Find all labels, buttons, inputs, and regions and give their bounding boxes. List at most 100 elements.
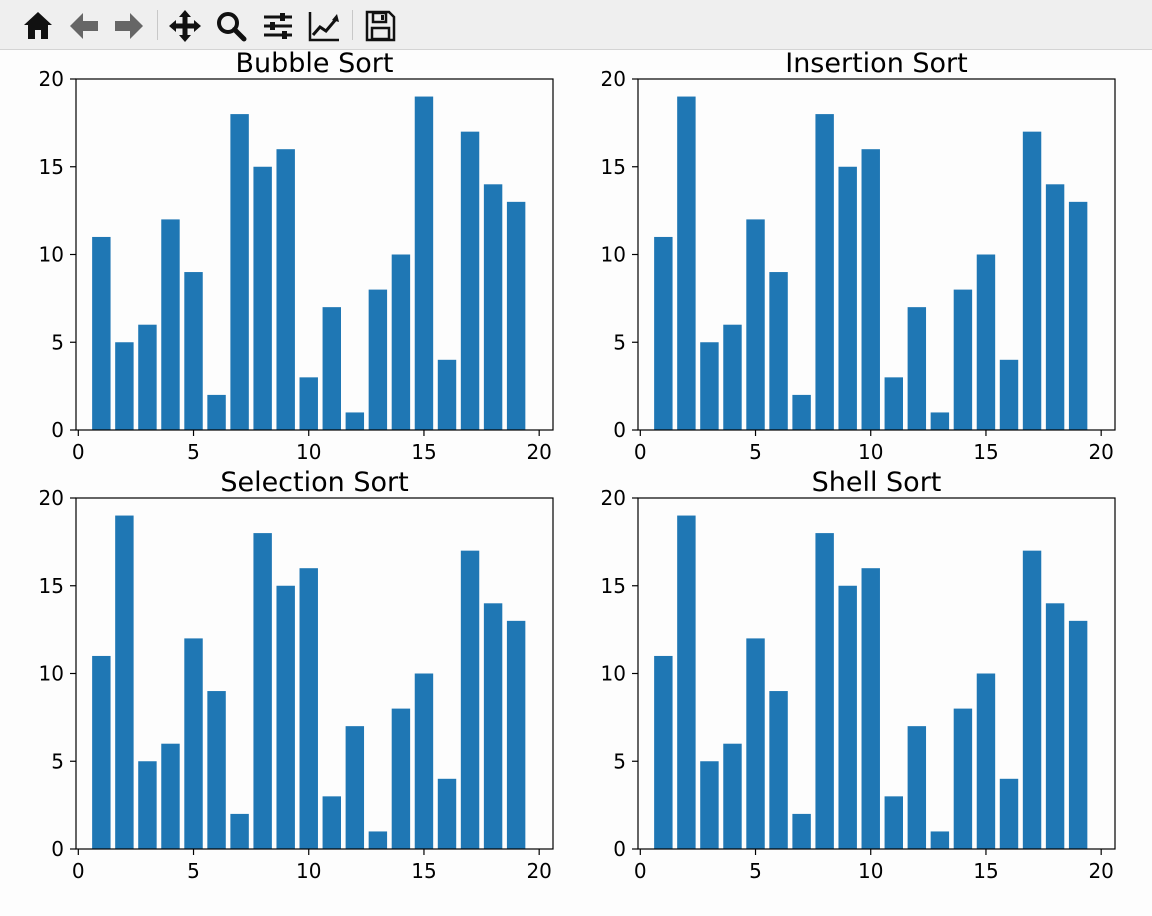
forward-button[interactable] — [111, 8, 147, 44]
shell-sort-bar-4 — [723, 743, 742, 849]
bubble-sort-y-tick-label: 5 — [51, 330, 64, 354]
shell-sort-bar-19 — [1068, 620, 1088, 849]
selection-sort-bar-5 — [184, 638, 203, 849]
back-arrow-icon — [70, 13, 98, 39]
insertion-sort-bar-16 — [999, 359, 1019, 430]
toolbar — [0, 0, 1152, 50]
bubble-sort-x-tick-label: 10 — [296, 440, 321, 464]
sliders-icon — [264, 13, 292, 39]
selection-sort-x-tick-label: 20 — [526, 859, 551, 883]
selection-sort-bar-13 — [368, 831, 388, 849]
line-chart-icon — [308, 12, 339, 42]
shell-sort-bar-11 — [884, 796, 903, 849]
toolbar-separator — [157, 10, 158, 40]
shell-sort-bar-5 — [746, 638, 765, 849]
shell-sort-bar-3 — [700, 761, 719, 849]
selection-sort-bar-8 — [253, 533, 272, 849]
figure: 0 5 10 15 20 0 5 10 15 20 Bubble Sort 0 5 10 15 20 0 5 10… — [0, 50, 1152, 916]
insertion-sort-x-tick-label: 20 — [1088, 440, 1113, 464]
shell-sort-bar-8 — [815, 533, 834, 849]
shell-sort-x-tick-label: 5 — [749, 859, 762, 883]
insertion-sort-x-tick-label: 15 — [973, 440, 998, 464]
zoom-button[interactable] — [213, 8, 249, 44]
move-icon — [169, 10, 201, 42]
shell-sort-x-tick-label: 10 — [858, 859, 883, 883]
selection-sort-bar-7 — [230, 813, 249, 849]
back-button[interactable] — [66, 8, 102, 44]
shell-sort-bar-16 — [999, 778, 1019, 849]
shell-sort-y-tick-label: 15 — [601, 574, 626, 598]
bubble-sort-bar-12 — [345, 412, 365, 430]
bubble-sort-bar-3 — [138, 324, 157, 430]
bubble-sort-bar-19 — [506, 201, 526, 430]
selection-sort-bar-9 — [276, 585, 295, 849]
insertion-sort-bar-12 — [907, 307, 927, 430]
selection-sort-bar-1 — [92, 655, 111, 849]
shell-sort-bar-17 — [1022, 550, 1042, 849]
shell-sort-bar-12 — [907, 726, 927, 849]
pan-button[interactable] — [167, 8, 203, 44]
subplot-shell-sort: 0 5 10 15 20 0 5 10 15 20 Shell Sort — [601, 467, 1116, 883]
insertion-sort-y-tick-label: 5 — [613, 330, 626, 354]
insertion-sort-title: Insertion Sort — [785, 50, 968, 79]
bubble-sort-x-tick-label: 15 — [411, 440, 436, 464]
selection-sort-title: Selection Sort — [220, 467, 408, 498]
bubble-sort-y-tick-label: 0 — [51, 418, 64, 442]
shell-sort-y-tick-label: 0 — [613, 837, 626, 861]
selection-sort-bar-6 — [207, 691, 226, 849]
save-button[interactable] — [362, 8, 398, 44]
insertion-sort-x-tick-label: 0 — [634, 440, 647, 464]
selection-sort-x-tick-label: 0 — [72, 859, 85, 883]
shell-sort-bar-13 — [930, 831, 950, 849]
insertion-sort-bar-11 — [884, 377, 903, 430]
bubble-sort-bar-17 — [460, 131, 480, 430]
insertion-sort-bar-13 — [930, 412, 950, 430]
insertion-sort-bar-8 — [815, 114, 834, 430]
shell-sort-y-tick-label: 5 — [613, 749, 626, 773]
insertion-sort-bar-6 — [769, 272, 788, 430]
bubble-sort-bar-4 — [161, 219, 180, 430]
insertion-sort-x-tick-label: 10 — [858, 440, 883, 464]
subplot-insertion-sort: 0 5 10 15 20 0 5 10 15 20 Insertion Sort — [601, 50, 1116, 464]
selection-sort-bar-10 — [299, 568, 318, 849]
bubble-sort-x-tick-label: 0 — [72, 440, 85, 464]
insertion-sort-y-tick-label: 20 — [601, 67, 626, 91]
selection-sort-y-tick-label: 20 — [39, 486, 64, 510]
selection-sort-y-tick-label: 5 — [51, 749, 64, 773]
selection-sort-bar-12 — [345, 726, 365, 849]
insertion-sort-bar-19 — [1068, 201, 1088, 430]
bubble-sort-bar-13 — [368, 289, 388, 430]
bubble-sort-y-tick-label: 15 — [39, 155, 64, 179]
bubble-sort-title: Bubble Sort — [236, 50, 394, 79]
home-button[interactable] — [20, 8, 56, 44]
shell-sort-bar-10 — [861, 568, 880, 849]
bubble-sort-y-tick-label: 10 — [39, 243, 64, 267]
figure-canvas: 0 5 10 15 20 0 5 10 15 20 Bubble Sort 0 5 10 15 20 0 5 10… — [39, 50, 1116, 883]
shell-sort-bar-7 — [792, 813, 811, 849]
selection-sort-y-tick-label: 15 — [39, 574, 64, 598]
shell-sort-bar-18 — [1045, 603, 1065, 849]
bubble-sort-y-tick-label: 20 — [39, 67, 64, 91]
selection-sort-bar-14 — [391, 708, 411, 849]
selection-sort-bar-19 — [506, 620, 526, 849]
subplot-selection-sort: 0 5 10 15 20 0 5 10 15 20 Selection Sort — [39, 467, 554, 883]
toolbar-separator — [352, 10, 353, 40]
configure-subplots-button[interactable] — [260, 8, 296, 44]
selection-sort-x-tick-label: 10 — [296, 859, 321, 883]
bubble-sort-bar-14 — [391, 254, 411, 430]
shell-sort-x-tick-label: 0 — [634, 859, 647, 883]
edit-axis-button[interactable] — [306, 8, 342, 44]
selection-sort-x-tick-label: 15 — [411, 859, 436, 883]
shell-sort-x-tick-label: 20 — [1088, 859, 1113, 883]
bubble-sort-x-tick-label: 20 — [526, 440, 551, 464]
zoom-icon — [217, 12, 247, 42]
bubble-sort-bar-1 — [92, 236, 111, 430]
bubble-sort-bar-16 — [437, 359, 457, 430]
selection-sort-y-tick-label: 0 — [51, 837, 64, 861]
bubble-sort-bar-5 — [184, 272, 203, 430]
bubble-sort-bar-18 — [483, 184, 503, 430]
forward-arrow-icon — [115, 13, 143, 39]
insertion-sort-bar-18 — [1045, 184, 1065, 430]
shell-sort-bar-2 — [677, 515, 696, 849]
subplot-bubble-sort: 0 5 10 15 20 0 5 10 15 20 Bubble Sort — [39, 50, 554, 464]
